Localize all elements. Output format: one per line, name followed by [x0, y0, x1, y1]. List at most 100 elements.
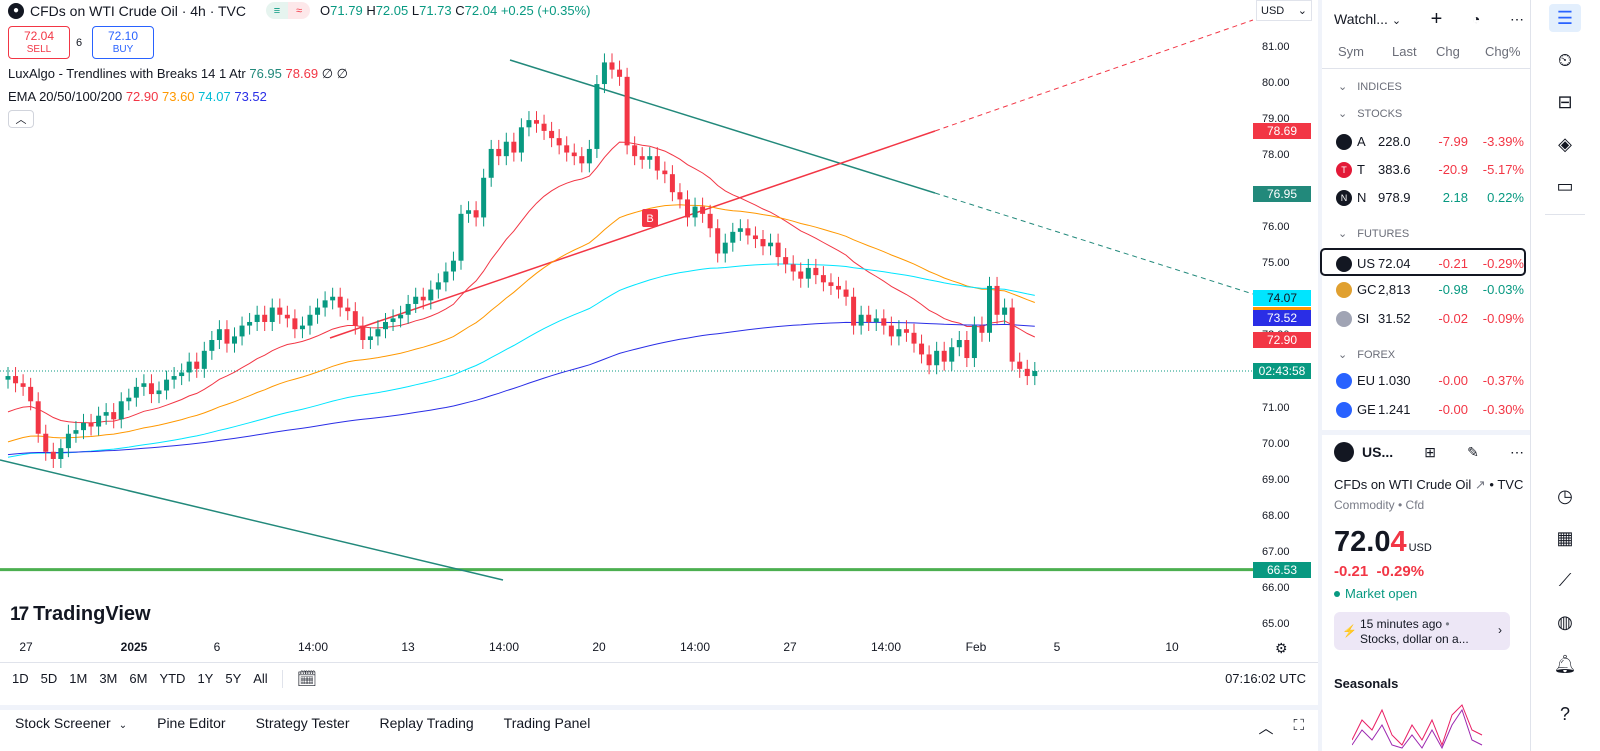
- tab-trading-panel[interactable]: Trading Panel: [503, 714, 591, 731]
- candle-body: [299, 325, 305, 330]
- indicator-ema[interactable]: EMA 20/50/100/200 72.90 73.60 74.07 73.5…: [8, 89, 267, 104]
- chevron-down-icon[interactable]: ⌄: [118, 719, 128, 731]
- ohlc-high: 72.05: [375, 3, 409, 18]
- group-indices[interactable]: ⌄ INDICES: [1338, 80, 1402, 94]
- candle-body: [677, 192, 683, 200]
- object-tree-icon[interactable]: ⊟: [1557, 91, 1573, 112]
- candle-body: [888, 325, 894, 337]
- right-panel: Watchl... ⌄ + ◔ ⋯ Sym Last Chg Chg% ⌄ IND…: [1320, 0, 1530, 751]
- range-ytd[interactable]: YTD: [159, 671, 186, 686]
- calendar-icon[interactable]: ▦: [1556, 527, 1574, 548]
- buy-button[interactable]: 72.10 BUY: [92, 26, 154, 59]
- help-icon[interactable]: ?: [1559, 703, 1570, 724]
- gear-icon[interactable]: ⚙: [1275, 640, 1288, 656]
- candle-body: [783, 257, 789, 265]
- candle-body: [375, 329, 381, 337]
- indicator-luxalgo[interactable]: LuxAlgo - Trendlines with Breaks 14 1 At…: [8, 66, 348, 82]
- currency-selector[interactable]: USD ⌄: [1256, 0, 1312, 21]
- details-name[interactable]: CFDs on WTI Crude Oil: [1334, 477, 1472, 492]
- tab-stock-screener[interactable]: Stock Screener ⌄: [0, 715, 142, 731]
- chart-canvas[interactable]: B: [0, 0, 1344, 676]
- tab-replay-trading[interactable]: Replay Trading: [379, 714, 474, 731]
- collapse-legend-button[interactable]: ︿: [8, 110, 34, 128]
- price-tick: 71.00: [1262, 401, 1290, 414]
- grid-icon[interactable]: ⊞: [1424, 443, 1436, 460]
- advanced-view-icon[interactable]: ◔: [1471, 11, 1481, 27]
- currency-label: USD: [1261, 4, 1285, 17]
- candle-body: [903, 329, 909, 333]
- candle-body: [473, 210, 479, 218]
- add-symbol-icon[interactable]: +: [1430, 7, 1443, 30]
- candle-body: [594, 84, 600, 149]
- tab-strategy-tester[interactable]: Strategy Tester: [255, 714, 350, 731]
- chat-icon[interactable]: ▭: [1556, 175, 1574, 196]
- indicator-toggle-pill[interactable]: ≡ ≈: [266, 2, 311, 19]
- sell-button[interactable]: 72.04 SELL: [8, 26, 70, 59]
- range-5d[interactable]: 5D: [40, 671, 58, 686]
- watchlist-row[interactable]: T T 383.6 -20.9 -5.17%: [1322, 156, 1530, 184]
- more-icon[interactable]: ⋯: [1509, 10, 1524, 27]
- col-sym[interactable]: Sym: [1338, 44, 1364, 59]
- chart-title[interactable]: CFDs on WTI Crude Oil · 4h · TVC: [30, 2, 247, 19]
- edit-icon[interactable]: ✎: [1467, 443, 1479, 460]
- chart-pane[interactable]: B ● CFDs on WTI Crude Oil · 4h · TVC ≡ ≈…: [0, 0, 1344, 676]
- range-all[interactable]: All: [253, 671, 268, 686]
- details-symbol[interactable]: US...: [1334, 442, 1393, 462]
- chevron-right-icon: ›: [1498, 623, 1502, 637]
- watchlist-row[interactable]: N N 978.9 2.18 0.22%: [1322, 184, 1530, 212]
- range-6m[interactable]: 6M: [129, 671, 148, 686]
- watchlist-title[interactable]: Watchl... ⌄: [1334, 11, 1401, 27]
- news-card[interactable]: ⚡ 15 minutes ago • Stocks, dollar on a..…: [1334, 612, 1510, 650]
- range-1d[interactable]: 1D: [12, 671, 29, 686]
- candle-body: [851, 296, 857, 326]
- ohlc-low-key: L: [411, 3, 420, 18]
- watchlist-row[interactable]: GE 1.241 -0.00 -0.30%: [1322, 396, 1530, 424]
- col-last[interactable]: Last: [1392, 44, 1417, 59]
- candle-body: [481, 177, 487, 218]
- wave-icon[interactable]: ≈: [288, 2, 311, 19]
- col-chg[interactable]: Chg: [1436, 44, 1460, 59]
- range-1y[interactable]: 1Y: [197, 671, 214, 686]
- calendar-goto-icon[interactable]: 🗓: [296, 670, 318, 688]
- broadcast-icon[interactable]: ◍: [1557, 611, 1573, 632]
- panel-divider[interactable]: [1318, 0, 1322, 751]
- watchlist-row[interactable]: US 72.04 -0.21 -0.29%: [1320, 248, 1526, 276]
- list-icon[interactable]: ≡: [266, 2, 289, 19]
- speedometer-icon[interactable]: ◷: [1557, 485, 1573, 506]
- watchlist-row[interactable]: A 228.0 -7.99 -3.39%: [1322, 128, 1530, 156]
- group-forex[interactable]: ⌄ FOREX: [1338, 348, 1396, 362]
- bell-icon[interactable]: 🔔︎: [1553, 653, 1577, 674]
- alarm-clock-icon[interactable]: ⏲: [1557, 49, 1573, 70]
- watchlist-row[interactable]: GC 2,813 -0.98 -0.03%: [1322, 276, 1530, 304]
- maximize-icon[interactable]: ⛶: [1293, 717, 1304, 734]
- group-futures[interactable]: ⌄ FUTURES: [1338, 227, 1409, 241]
- watchlist-icon[interactable]: ☰: [1549, 4, 1581, 32]
- watchlist-row[interactable]: EU 1.030 -0.00 -0.37%: [1322, 367, 1530, 395]
- layers-icon[interactable]: ◈: [1558, 133, 1572, 154]
- options-icon[interactable]: ⟋: [1558, 569, 1572, 590]
- toolbar-divider: [1545, 214, 1585, 215]
- candle-body: [692, 206, 698, 218]
- watchlist-row[interactable]: SI 31.52 -0.02 -0.09%: [1322, 305, 1530, 333]
- group-label: FOREX: [1357, 348, 1396, 361]
- utc-clock[interactable]: 07:16:02 UTC: [1225, 671, 1306, 686]
- range-5y[interactable]: 5Y: [225, 671, 242, 686]
- col-chg-pct[interactable]: Chg%: [1485, 44, 1521, 59]
- candle-body: [881, 318, 887, 326]
- tradingview-logo[interactable]: 17 TradingView: [10, 603, 151, 626]
- more-icon[interactable]: ⋯: [1509, 443, 1524, 460]
- group-stocks[interactable]: ⌄ STOCKS: [1338, 107, 1402, 121]
- luxalgo-value-2: 78.69: [285, 66, 319, 81]
- symbol-logo-icon: [1336, 134, 1352, 150]
- chevron-up-icon[interactable]: ︿: [1258, 720, 1274, 737]
- symbol-logo-icon: [1336, 311, 1352, 327]
- details-price: 72.04 USD: [1334, 526, 1432, 559]
- range-3m[interactable]: 3M: [99, 671, 118, 686]
- candle-body: [775, 242, 781, 258]
- external-link-icon[interactable]: ↗: [1474, 477, 1486, 492]
- range-1m[interactable]: 1M: [69, 671, 88, 686]
- trendline-support-projection: [934, 19, 1254, 132]
- tab-pine-editor[interactable]: Pine Editor: [157, 714, 226, 731]
- seasonals-title[interactable]: Seasonals: [1334, 676, 1399, 691]
- seasonals-chart[interactable]: [1352, 700, 1512, 751]
